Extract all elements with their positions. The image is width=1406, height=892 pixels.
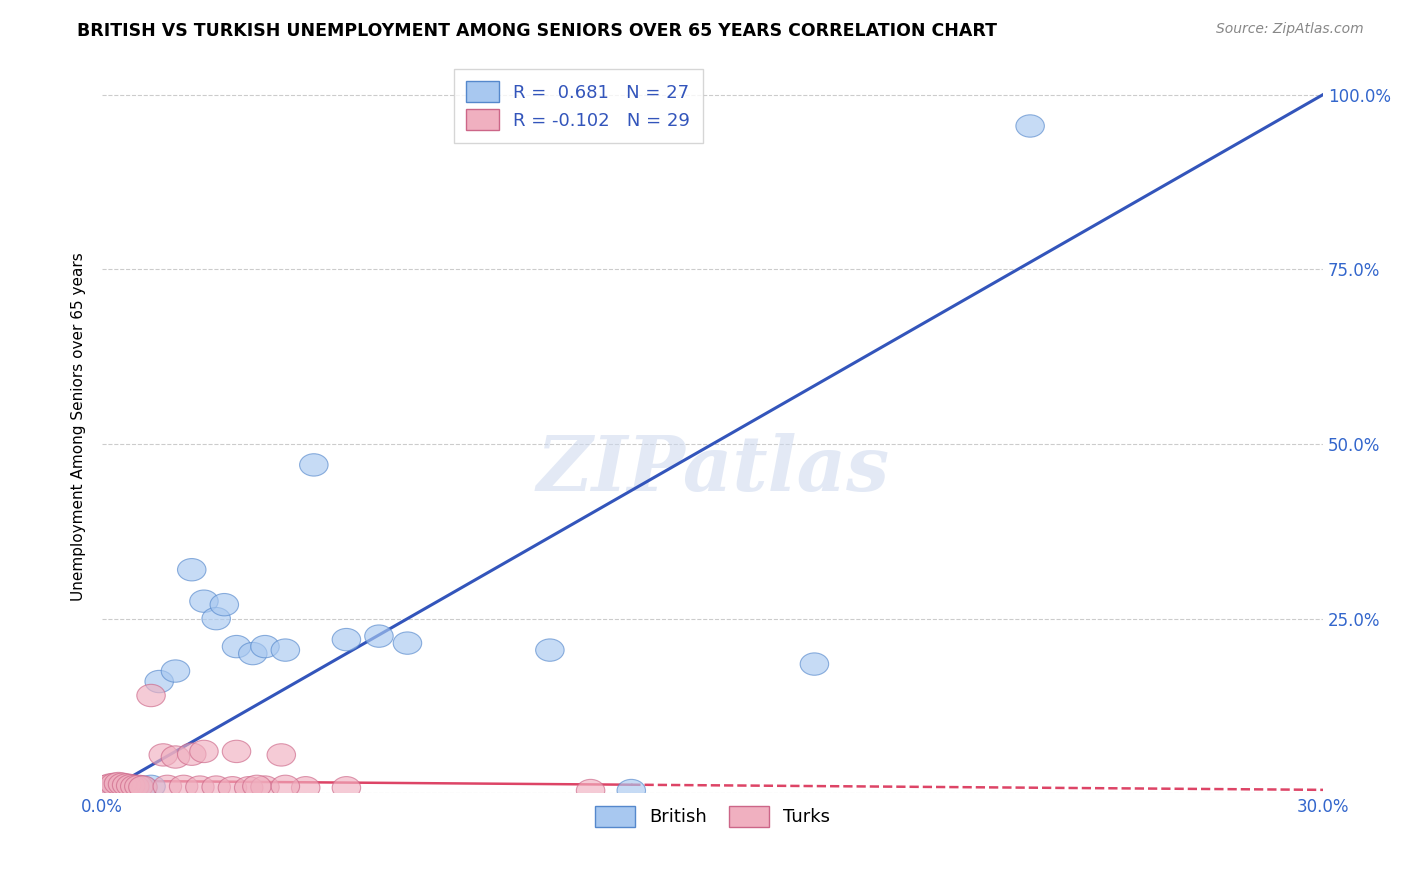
Ellipse shape [332, 777, 361, 799]
Ellipse shape [394, 632, 422, 655]
Ellipse shape [617, 780, 645, 802]
Text: Source: ZipAtlas.com: Source: ZipAtlas.com [1216, 22, 1364, 37]
Ellipse shape [108, 773, 136, 796]
Ellipse shape [235, 777, 263, 799]
Ellipse shape [177, 558, 207, 581]
Ellipse shape [169, 775, 198, 797]
Ellipse shape [202, 607, 231, 630]
Ellipse shape [250, 635, 280, 657]
Ellipse shape [136, 684, 166, 706]
Ellipse shape [222, 635, 250, 657]
Ellipse shape [800, 653, 828, 675]
Ellipse shape [162, 746, 190, 768]
Ellipse shape [145, 671, 173, 693]
Text: BRITISH VS TURKISH UNEMPLOYMENT AMONG SENIORS OVER 65 YEARS CORRELATION CHART: BRITISH VS TURKISH UNEMPLOYMENT AMONG SE… [77, 22, 997, 40]
Ellipse shape [96, 779, 125, 801]
Ellipse shape [153, 775, 181, 797]
Ellipse shape [162, 660, 190, 682]
Ellipse shape [299, 454, 328, 476]
Ellipse shape [190, 740, 218, 763]
Ellipse shape [149, 744, 177, 766]
Ellipse shape [1017, 115, 1045, 137]
Ellipse shape [202, 776, 231, 798]
Ellipse shape [112, 777, 141, 799]
Text: ZIPatlas: ZIPatlas [536, 434, 889, 508]
Ellipse shape [267, 744, 295, 766]
Ellipse shape [100, 778, 129, 800]
Ellipse shape [129, 776, 157, 798]
Ellipse shape [121, 777, 149, 799]
Ellipse shape [271, 639, 299, 661]
Ellipse shape [125, 775, 153, 797]
Ellipse shape [129, 776, 157, 798]
Ellipse shape [218, 777, 246, 799]
Ellipse shape [243, 775, 271, 797]
Ellipse shape [271, 775, 299, 797]
Ellipse shape [104, 772, 132, 795]
Ellipse shape [186, 776, 214, 798]
Ellipse shape [91, 780, 121, 802]
Ellipse shape [209, 593, 239, 615]
Y-axis label: Unemployment Among Seniors over 65 years: Unemployment Among Seniors over 65 years [72, 252, 86, 601]
Ellipse shape [291, 777, 321, 799]
Ellipse shape [112, 773, 141, 797]
Ellipse shape [250, 776, 280, 798]
Legend: British, Turks: British, Turks [586, 797, 839, 836]
Ellipse shape [576, 780, 605, 802]
Ellipse shape [332, 629, 361, 651]
Ellipse shape [121, 775, 149, 797]
Ellipse shape [104, 778, 132, 800]
Ellipse shape [91, 775, 121, 797]
Ellipse shape [536, 639, 564, 661]
Ellipse shape [136, 775, 166, 797]
Ellipse shape [364, 625, 394, 648]
Ellipse shape [222, 740, 250, 763]
Ellipse shape [100, 773, 129, 796]
Ellipse shape [177, 743, 207, 765]
Ellipse shape [96, 773, 125, 797]
Ellipse shape [239, 642, 267, 665]
Ellipse shape [190, 590, 218, 612]
Ellipse shape [108, 777, 136, 799]
Ellipse shape [117, 774, 145, 797]
